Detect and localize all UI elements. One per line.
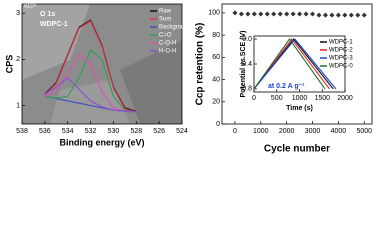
series-line xyxy=(253,38,326,90)
sem-flake xyxy=(50,80,130,124)
annotation: at 0.2 A g⁻¹ xyxy=(268,83,305,90)
series-line xyxy=(44,77,137,113)
x-tick-label: 534 xyxy=(62,128,74,135)
series-line xyxy=(253,38,337,90)
series-line xyxy=(44,53,137,113)
legend-label: C-O-H xyxy=(159,41,176,47)
x-tick-label: 500 xyxy=(271,95,283,102)
point xyxy=(232,10,238,16)
x-tick-label: 0 xyxy=(252,95,256,102)
point xyxy=(264,11,270,17)
point xyxy=(322,12,328,18)
x-tick-label: 532 xyxy=(85,128,97,135)
point xyxy=(297,11,303,17)
point xyxy=(258,11,264,17)
point xyxy=(271,11,277,17)
point xyxy=(348,12,354,18)
legend-label: H-O-H xyxy=(159,49,176,55)
y-tick-label: -0.4 xyxy=(240,61,252,68)
y-tick-label: 0.0 xyxy=(242,36,252,43)
point xyxy=(316,12,322,18)
annotation: WDPC-1 xyxy=(40,21,68,28)
plot-frame xyxy=(21,3,183,125)
legend-label: WDPC-3 xyxy=(329,56,353,62)
point xyxy=(335,12,341,18)
point xyxy=(303,11,309,17)
x-tick-label: 2000 xyxy=(337,95,353,102)
x-tick-label: 526 xyxy=(153,128,165,135)
series-line xyxy=(253,38,330,90)
annotation: O 1s xyxy=(40,11,55,18)
x-tick-label: 4000 xyxy=(331,128,347,135)
y-tick-label: 60 xyxy=(212,54,220,61)
legend-label: Background xyxy=(159,25,191,31)
point xyxy=(277,11,283,17)
y-tick-label: -0.8 xyxy=(240,86,252,93)
legend-label: WDPC-1 xyxy=(329,40,353,46)
point xyxy=(238,11,244,17)
legend-label: C=O xyxy=(159,33,172,39)
x-tick-label: 530 xyxy=(108,128,120,135)
sem-flake xyxy=(120,40,182,124)
x-tick-label: 536 xyxy=(39,128,51,135)
x-tick-label: 1500 xyxy=(314,95,330,102)
series-line xyxy=(44,49,137,113)
series-line xyxy=(44,20,137,113)
y-tick-label: 3 xyxy=(16,10,20,17)
x-axis-label: Time (s) xyxy=(286,105,313,112)
point xyxy=(342,12,348,18)
x-tick-label: 2000 xyxy=(279,128,295,135)
y-axis-label: CPS xyxy=(4,55,14,74)
legend-label: WDPC-0 xyxy=(329,64,353,70)
x-tick-label: 3000 xyxy=(305,128,321,135)
point xyxy=(284,11,290,17)
x-tick-label: 0 xyxy=(233,128,237,135)
x-tick-label: 1000 xyxy=(292,95,308,102)
legend-label: Raw xyxy=(159,9,172,15)
y-tick-label: 1 xyxy=(16,102,20,109)
point xyxy=(251,11,257,17)
point xyxy=(290,11,296,17)
y-multiplier: x10⁴ xyxy=(24,3,37,10)
x-tick-label: 1000 xyxy=(253,128,269,135)
y-tick-label: 80 xyxy=(212,32,220,39)
x-axis-label: Binding energy (eV) xyxy=(59,137,144,147)
point xyxy=(310,11,316,17)
figure: 538 536 534 532 530 528 526 524 1 2 3 Binding energ… xyxy=(4,3,373,155)
legend-label: Sum xyxy=(159,17,171,23)
y-tick-label: 100 xyxy=(208,10,220,17)
sem-flake xyxy=(22,4,90,80)
point xyxy=(329,12,335,18)
y-tick-label: 0 xyxy=(216,121,220,128)
x-tick-label: 5000 xyxy=(356,128,372,135)
y-axis-label: Potential vs.SCE (V) xyxy=(240,31,247,98)
y-tick-label: 2 xyxy=(16,56,20,63)
plot-frame xyxy=(221,3,373,125)
point xyxy=(361,12,367,18)
x-axis-label: Cycle number xyxy=(264,144,330,155)
x-tick-label: 528 xyxy=(130,128,142,135)
point xyxy=(355,12,361,18)
point xyxy=(245,11,251,17)
y-tick-label: 40 xyxy=(212,76,220,83)
x-tick-label: 538 xyxy=(16,128,28,135)
legend-label: WDPC-2 xyxy=(329,48,353,54)
page: 538 536 534 532 530 528 526 524 1 2 3 Binding energ… xyxy=(4,3,373,155)
y-axis-label: Ccp retention (%) xyxy=(195,23,206,106)
y-tick-label: 20 xyxy=(212,99,220,106)
x-tick-label: 524 xyxy=(176,128,188,135)
